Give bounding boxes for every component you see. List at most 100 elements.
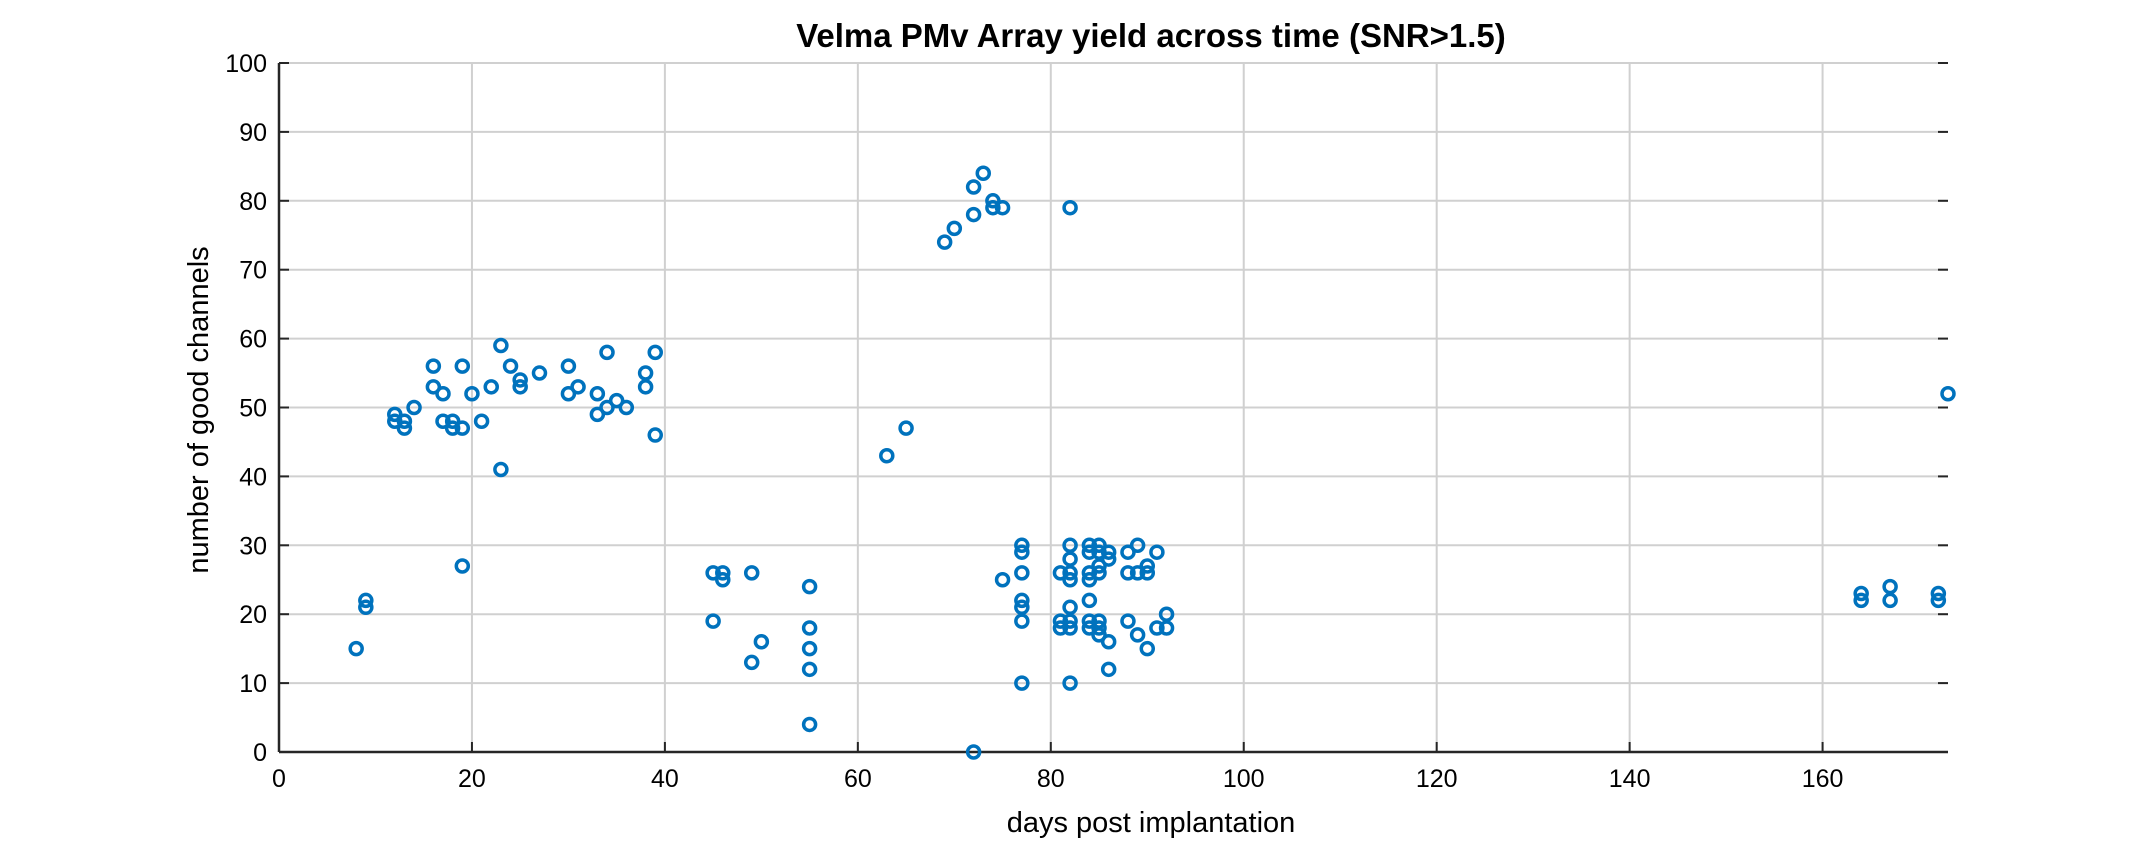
data-point	[1052, 565, 1069, 581]
y-tick-label: 20	[239, 601, 267, 629]
data-point	[1091, 537, 1107, 554]
data-point	[358, 592, 374, 609]
data-point	[1120, 613, 1136, 629]
y-tick-label: 70	[239, 257, 267, 285]
x-axis-label: days post implantation	[1007, 807, 1296, 839]
data-point	[454, 358, 471, 374]
x-tick-label: 120	[1416, 765, 1458, 793]
data-point	[1158, 620, 1175, 636]
data-point	[1091, 544, 1107, 560]
data-point	[599, 344, 615, 361]
data-point	[348, 640, 364, 657]
x-tick-label: 160	[1802, 765, 1844, 793]
data-point	[1014, 599, 1030, 616]
data-point	[994, 199, 1011, 216]
data-point	[1081, 572, 1098, 588]
axes	[277, 62, 1948, 754]
data-point	[1062, 551, 1078, 567]
data-point	[637, 365, 654, 381]
data-point	[1120, 565, 1136, 581]
x-tick-label: 0	[272, 765, 286, 793]
data-point	[1149, 544, 1165, 560]
y-tick-label: 90	[239, 119, 267, 147]
y-tick-label: 10	[239, 670, 267, 698]
data-point	[985, 193, 1001, 209]
data-point	[647, 427, 663, 443]
data-point	[705, 565, 721, 581]
data-point	[560, 385, 577, 402]
data-point	[1062, 565, 1078, 581]
data-point	[387, 413, 403, 430]
data-point	[1139, 640, 1156, 657]
data-point	[1062, 537, 1078, 554]
y-tick-label: 100	[225, 50, 267, 78]
data-point	[975, 165, 992, 181]
data-point	[406, 399, 422, 416]
data-point	[1081, 565, 1098, 581]
data-point	[1930, 592, 1947, 609]
y-tick-label: 40	[239, 463, 267, 491]
data-point	[647, 344, 663, 361]
data-point	[1882, 592, 1898, 609]
data-point	[512, 372, 528, 388]
data-point	[801, 578, 818, 595]
data-point	[570, 379, 586, 395]
y-tick-label: 30	[239, 532, 267, 560]
data-point	[473, 413, 490, 430]
data-point	[1129, 627, 1146, 643]
data-point	[589, 385, 606, 402]
data-point	[1091, 565, 1107, 581]
data-point	[1882, 578, 1898, 595]
data-point	[502, 358, 519, 374]
data-point	[483, 379, 499, 395]
data-point	[396, 420, 413, 436]
data-point	[589, 406, 606, 423]
x-tick-label: 60	[844, 765, 872, 793]
data-point	[1081, 537, 1098, 554]
data-point	[435, 413, 451, 430]
data-point	[1158, 606, 1175, 622]
data-point	[1091, 620, 1107, 636]
x-tick-label: 140	[1609, 765, 1651, 793]
y-tick-label: 0	[253, 739, 267, 767]
data-point	[715, 572, 731, 588]
data-point	[985, 199, 1001, 216]
data-point	[1129, 537, 1146, 554]
data-point	[1014, 565, 1030, 581]
data-point	[1014, 675, 1030, 691]
data-point	[1091, 613, 1107, 629]
data-point	[705, 613, 721, 629]
data-point	[512, 379, 528, 395]
data-point	[608, 392, 625, 409]
data-point	[801, 661, 818, 678]
data-point	[1149, 620, 1165, 636]
data-point	[493, 461, 509, 478]
data-point	[1091, 558, 1107, 574]
chart-title: Velma PMv Array yield across time (SNR>1…	[796, 17, 1506, 54]
data-point	[1081, 592, 1098, 609]
data-point	[936, 234, 953, 250]
data-point	[1091, 627, 1107, 643]
data-point	[801, 716, 818, 733]
data-point	[425, 358, 442, 374]
data-point	[358, 599, 374, 616]
data-point	[493, 337, 509, 354]
data-point	[396, 413, 413, 430]
data-point	[1062, 613, 1078, 629]
data-point	[1014, 592, 1030, 609]
data-point	[1081, 620, 1098, 636]
data-point	[1052, 613, 1069, 629]
data-point	[637, 379, 654, 395]
tick-labels: 0 10 20 30 40 50 60 70 80 90 100 0 20 40 60 80 100 120 140…	[225, 50, 1843, 793]
data-point	[464, 385, 480, 402]
data-point	[1100, 544, 1117, 560]
data-point	[1129, 565, 1146, 581]
data-point	[753, 634, 770, 650]
data-point	[965, 744, 982, 760]
grid-lines	[278, 62, 1948, 753]
x-tick-label: 80	[1037, 765, 1065, 793]
data-point	[444, 413, 461, 430]
data-point	[560, 358, 577, 374]
data-point	[1062, 572, 1078, 588]
